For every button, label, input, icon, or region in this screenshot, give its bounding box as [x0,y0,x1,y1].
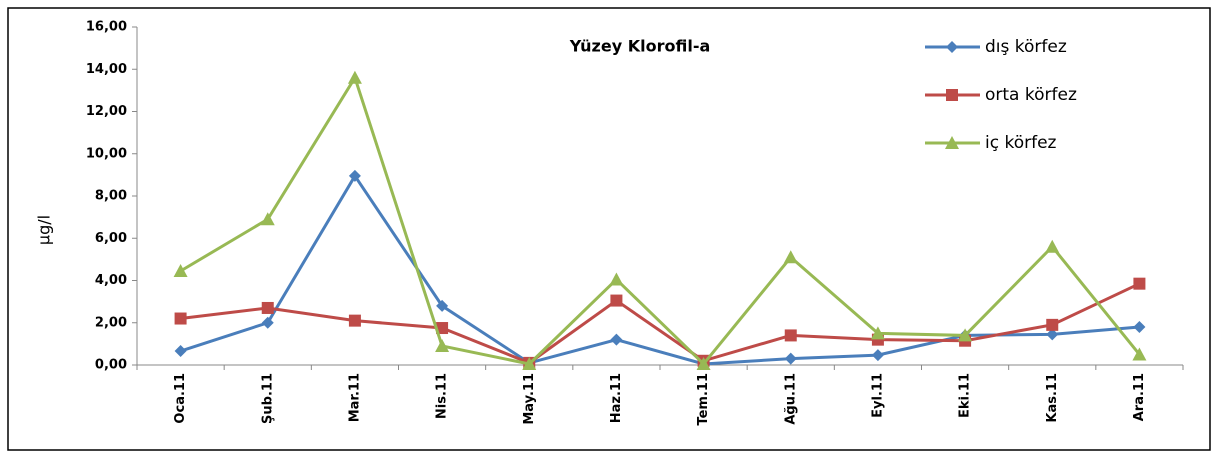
data-point [610,294,623,307]
x-tick-label: Tem.11 [696,373,711,426]
data-point [1046,318,1059,331]
data-point [1132,347,1147,361]
data-point [173,263,188,277]
data-point [435,338,450,352]
y-tick-label: 8,00 [95,189,127,204]
x-tick-label: May.11 [522,373,537,425]
data-point [436,299,449,312]
data-point [696,356,711,370]
data-point [784,329,797,342]
data-point [870,326,885,340]
series-line [180,173,1140,366]
x-tick-label: Mar.11 [347,373,362,422]
data-point [1046,328,1059,341]
data-point [348,169,361,182]
x-tick-label: Eki.11 [958,373,973,418]
data-point [261,316,274,329]
legend-marker [946,89,958,101]
data-point [174,345,187,358]
x-tick-label: Şub.11 [260,373,275,424]
data-point [1133,277,1146,290]
series-line [180,282,1141,365]
data-point [436,322,449,335]
legend-marker [946,41,958,53]
data-point [261,301,274,314]
chart-title: Yüzey Klorofil-a [569,37,711,56]
legend-marker [945,136,959,149]
y-axis-label: µg/l [35,215,54,245]
x-tick-label: Ağu.11 [783,373,798,425]
legend-label: orta körfez [985,85,1077,105]
y-tick-label: 6,00 [95,231,127,246]
data-point [871,349,884,362]
y-tick-label: 10,00 [86,146,127,161]
y-tick-label: 16,00 [86,20,127,35]
y-tick-label: 4,00 [95,273,127,288]
x-tick-label: Oca.11 [173,373,188,424]
x-tick-label: Kas.11 [1045,373,1060,423]
x-tick-label: Eyl.11 [870,373,885,418]
data-point [522,356,537,370]
x-tick-label: Nis.11 [435,373,450,419]
data-point [958,328,973,342]
data-point [1133,320,1146,333]
data-point [610,333,623,346]
data-point [784,352,797,365]
data-point [174,312,187,325]
data-point [348,314,361,327]
data-point [609,272,624,286]
legend-label: dış körfez [985,37,1067,57]
x-tick-label: Ara.11 [1132,373,1147,421]
x-tick-label: Haz.11 [609,373,624,423]
y-tick-label: 2,00 [95,315,127,330]
y-tick-label: 0,00 [95,358,127,373]
series-line [179,74,1141,367]
y-tick-label: 14,00 [86,62,127,77]
y-tick-label: 12,00 [86,104,127,119]
chart-frame [7,7,1211,451]
data-point [1045,239,1060,253]
data-point [347,70,362,84]
legend-label: iç körfez [985,133,1057,153]
data-point [783,250,798,264]
data-point [260,212,275,226]
